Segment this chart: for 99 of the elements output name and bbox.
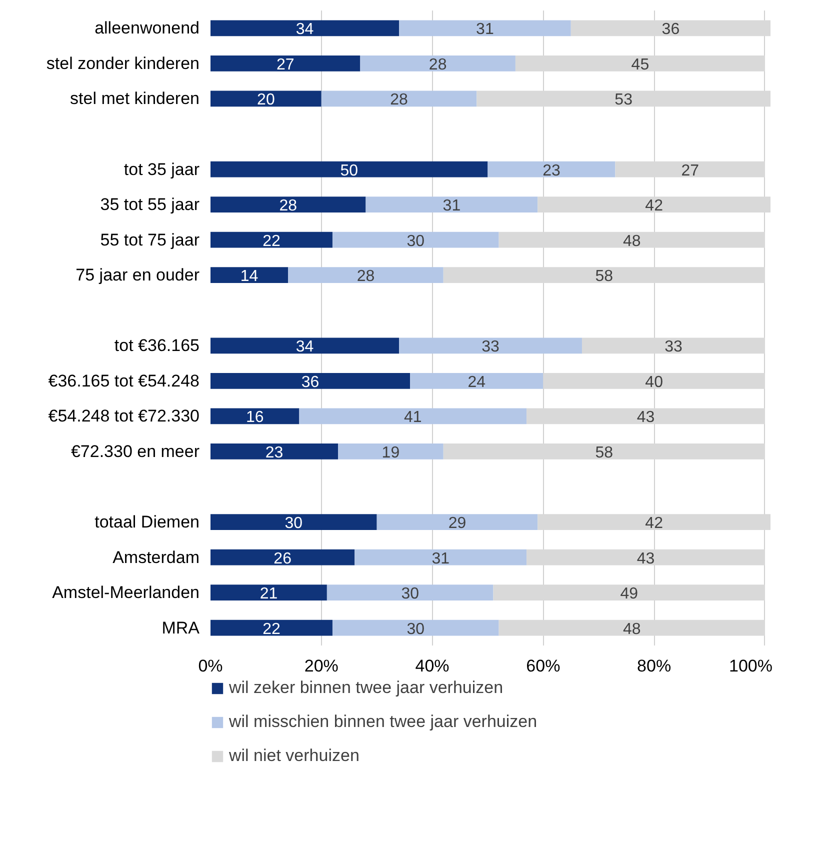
bar [210,161,488,178]
data-label: 22 [262,620,280,638]
bar [210,372,410,389]
x-tick-label: 60% [526,656,560,676]
data-label: 36 [301,374,320,391]
data-label: 27 [276,56,294,74]
data-label: 28 [279,198,298,215]
bar [338,444,444,460]
data-label: 14 [240,268,258,286]
data-label: 23 [265,444,284,462]
data-label: 36 [662,21,680,38]
bar [210,549,355,566]
data-label: 26 [274,550,292,568]
y-tick-label: stel zonder kinderen [46,54,200,73]
data-label: 42 [645,515,664,532]
y-tick-label: MRA [162,618,200,638]
bar [410,372,544,389]
data-label: 31 [476,21,494,38]
y-tick-label: tot 35 jaar [124,160,200,179]
bar [354,549,527,566]
bar [210,514,377,530]
y-tick-label: €72.330 en meer [70,442,200,461]
data-label: 48 [622,620,641,638]
bar [288,267,444,284]
y-tick-label: €36.165 tot €54.248 [48,371,200,390]
data-label: 42 [645,198,664,215]
data-label: 23 [542,162,560,180]
data-label: 45 [631,56,650,74]
bar [210,20,400,36]
data-label: 30 [406,232,425,250]
legend-label: wil misschien binnen twee jaar verhuizen [229,712,538,732]
data-label: 21 [260,586,278,603]
bar [210,584,327,601]
data-label: 43 [636,409,655,426]
legend-label: wil zeker binnen twee jaar verhuizen [229,678,504,698]
bar [332,620,499,636]
data-label: 53 [614,92,633,109]
bar [360,55,516,72]
bar [210,444,338,460]
bar [299,408,527,424]
bar [488,161,616,178]
data-label: 16 [246,409,264,426]
bar [321,90,477,107]
data-label: 40 [645,374,664,391]
y-tick-label: Amstel-Meerlanden [52,583,200,602]
bar [210,620,332,636]
data-label: 28 [356,268,375,286]
x-tick-label: 80% [637,656,672,676]
data-label: 27 [681,162,700,180]
data-label: 28 [428,56,447,74]
bar [210,90,322,107]
data-label: 34 [296,338,314,356]
x-tick-label: 100% [729,656,773,676]
y-tick-label: stel met kinderen [70,89,200,108]
data-label: 58 [595,268,614,286]
data-label: 33 [482,338,500,356]
data-label: 30 [401,586,420,603]
bar [210,267,288,284]
bar [210,338,400,354]
data-label: 50 [340,162,358,180]
data-label: 33 [664,338,682,356]
data-label: 34 [296,21,314,38]
data-label: 28 [390,92,408,109]
y-tick-label: alleenwonend [94,18,200,38]
bar [326,584,494,601]
bar [399,20,571,36]
legend-label: wil niet verhuizen [229,746,360,766]
data-label: 43 [636,550,655,568]
bar [366,196,538,212]
data-label: 30 [406,620,425,638]
x-tick-label: 20% [304,656,338,676]
data-label: 19 [382,444,400,462]
data-label: 22 [262,232,280,250]
y-tick-label: totaal Diemen [94,512,200,532]
data-label: 20 [257,92,275,109]
bar [399,338,582,354]
y-tick-label: €54.248 tot €72.330 [48,406,200,426]
data-label: 31 [442,198,461,215]
y-tick-label: Amsterdam [112,548,200,567]
bar [210,408,300,424]
bar [210,196,366,212]
y-tick-label: 75 jaar en ouder [76,266,200,285]
data-label: 49 [620,586,638,603]
bar [332,232,499,248]
data-label: 30 [284,515,303,532]
x-tick-label: 40% [415,656,450,676]
data-label: 41 [404,409,422,426]
bar [376,514,538,530]
bar [210,55,360,72]
data-label: 58 [595,444,614,462]
data-label: 24 [468,374,486,391]
x-tick-label: 0% [198,656,223,676]
data-label: 29 [448,515,466,532]
y-tick-label: 55 tot 75 jaar [100,230,200,250]
y-tick-label: 35 tot 55 jaar [100,195,200,214]
data-label: 48 [622,232,641,250]
y-tick-label: tot €36.165 [114,336,200,356]
data-label: 31 [432,550,450,568]
bar [210,232,332,248]
